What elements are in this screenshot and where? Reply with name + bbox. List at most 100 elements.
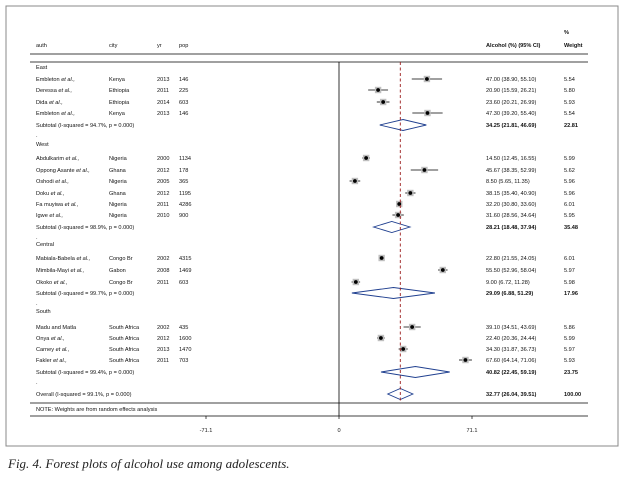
study-weight: 5.95	[564, 213, 575, 219]
study-city: Ethiopia	[109, 88, 130, 94]
study-city: South Africa	[109, 336, 140, 342]
study-author: Abdulkarim et al.,	[36, 156, 79, 162]
study-point-estimate	[396, 213, 401, 217]
study-year: 2012	[157, 191, 169, 197]
study-ci-text: 45.67 (38.35, 52.99)	[486, 168, 537, 174]
study-ci-text: 55.50 (52.96, 58.04)	[486, 268, 537, 274]
subtotal-weight: 22.81	[564, 123, 578, 129]
study-city: Ghana	[109, 168, 127, 174]
study-city: Ethiopia	[109, 100, 130, 106]
column-header-year: yr	[157, 43, 162, 49]
study-ci-text: 8.50 (5.65, 11.35)	[486, 179, 530, 185]
study-ci-text: 31.60 (28.56, 34.64)	[486, 213, 537, 219]
subtotal-weight: 23.75	[564, 370, 578, 376]
study-ci-text: 14.50 (12.45, 16.55)	[486, 156, 537, 162]
study-year: 2013	[157, 347, 169, 353]
study-ci-text: 47.30 (39.20, 55.40)	[486, 111, 537, 117]
study-author: Deressa et al.,	[36, 88, 72, 94]
study-author: Fakler et al.,	[36, 358, 67, 364]
group-header-west: West	[36, 142, 49, 148]
study-author: Oshodi et al.,	[36, 179, 69, 185]
study-weight: 6.01	[564, 202, 575, 208]
study-weight: 5.99	[564, 336, 575, 342]
study-author: Embleton et al.,	[36, 77, 75, 83]
study-year: 2011	[157, 202, 169, 208]
study-point-estimate	[422, 168, 427, 172]
study-city: South Africa	[109, 358, 140, 364]
group-header-south: South	[36, 309, 51, 315]
study-pop: 1195	[179, 191, 191, 197]
study-city: Gabon	[109, 268, 126, 274]
column-header-effect: Alcohol (%) (95% CI)	[486, 43, 541, 49]
column-header-city: city	[109, 43, 118, 49]
subtotal-diamond	[372, 221, 412, 233]
subtotal-diamond	[379, 119, 427, 131]
study-weight: 5.62	[564, 168, 575, 174]
subtotal-weight: 17.96	[564, 291, 578, 297]
separator-dot: .	[36, 301, 38, 307]
study-ci-text: 9.00 (6.72, 11.28)	[486, 280, 530, 286]
study-point-estimate	[440, 268, 445, 272]
study-city: Nigeria	[109, 213, 128, 219]
study-author: Oppong Asante et al.,	[36, 168, 90, 174]
study-pop: 4315	[179, 256, 191, 262]
study-ci-text: 67.60 (64.14, 71.06)	[486, 358, 537, 364]
study-pop: 435	[179, 325, 188, 331]
study-point-estimate	[376, 88, 380, 92]
study-ci-text: 32.20 (30.80, 33.60)	[486, 202, 537, 208]
study-author: Igwe et al.,	[36, 213, 63, 219]
subtotal-ci-text: 40.82 (22.45, 59.19)	[486, 370, 537, 376]
subtotal-ci-text: 28.21 (18.48, 37.94)	[486, 225, 537, 231]
study-year: 2011	[157, 280, 169, 286]
study-point-estimate	[364, 156, 369, 160]
study-weight: 5.86	[564, 325, 575, 331]
study-city: Kenya	[109, 111, 126, 117]
study-point-estimate	[410, 325, 415, 329]
study-city: Nigeria	[109, 156, 128, 162]
study-point-estimate	[401, 347, 406, 351]
study-author: Embleton et al.,	[36, 111, 75, 117]
study-year: 2005	[157, 179, 169, 185]
study-point-estimate	[408, 191, 413, 195]
subtotal-label: Subtotal (I-squared = 94.7%, p = 0.000)	[36, 123, 134, 129]
column-header-weight: Weight	[564, 43, 583, 49]
study-ci-text: 47.00 (38.90, 55.10)	[486, 77, 537, 83]
study-year: 2014	[157, 100, 169, 106]
study-weight: 5.96	[564, 191, 575, 197]
study-pop: 146	[179, 111, 188, 117]
subtotal-label: Subtotal (I-squared = 99.4%, p = 0.000)	[36, 370, 134, 376]
study-pop: 900	[179, 213, 188, 219]
study-author: Onya et al.,	[36, 336, 65, 342]
study-point-estimate	[425, 77, 429, 81]
axis-tick-label: 0	[337, 428, 340, 434]
study-pop: 603	[179, 100, 188, 106]
study-point-estimate	[379, 256, 384, 260]
study-weight: 5.99	[564, 156, 575, 162]
study-year: 2012	[157, 168, 169, 174]
footnote: NOTE: Weights are from random effects an…	[36, 407, 158, 413]
subtotal-diamond	[380, 366, 450, 378]
study-ci-text: 22.80 (21.55, 24.05)	[486, 256, 537, 262]
study-pop: 225	[179, 88, 188, 94]
study-author: Mabiala-Babela et al.,	[36, 256, 90, 262]
study-city: Ghana	[109, 191, 127, 197]
overall-diamond	[386, 388, 415, 400]
study-weight: 5.97	[564, 347, 575, 353]
subtotal-ci-text: 29.09 (6.88, 51.29)	[486, 291, 533, 297]
forest-plot-svg: auth city yr pop Alcohol (%) (95% CI)% Weight…	[5, 5, 619, 447]
study-pop: 365	[179, 179, 188, 185]
study-weight: 5.98	[564, 280, 575, 286]
study-point-estimate	[353, 179, 357, 183]
overall-weight: 100.00	[564, 392, 581, 398]
study-weight: 5.80	[564, 88, 575, 94]
study-point-estimate	[353, 280, 358, 284]
study-year: 2012	[157, 336, 169, 342]
study-pop: 1134	[179, 156, 191, 162]
study-ci-text: 34.30 (31.87, 36.73)	[486, 347, 537, 353]
column-header-pop: pop	[179, 43, 188, 49]
study-weight: 5.54	[564, 111, 575, 117]
study-pop: 1470	[179, 347, 191, 353]
study-city: Congo Br	[109, 280, 133, 286]
study-city: Kenya	[109, 77, 126, 83]
column-header-weight-pct: %	[564, 30, 569, 36]
